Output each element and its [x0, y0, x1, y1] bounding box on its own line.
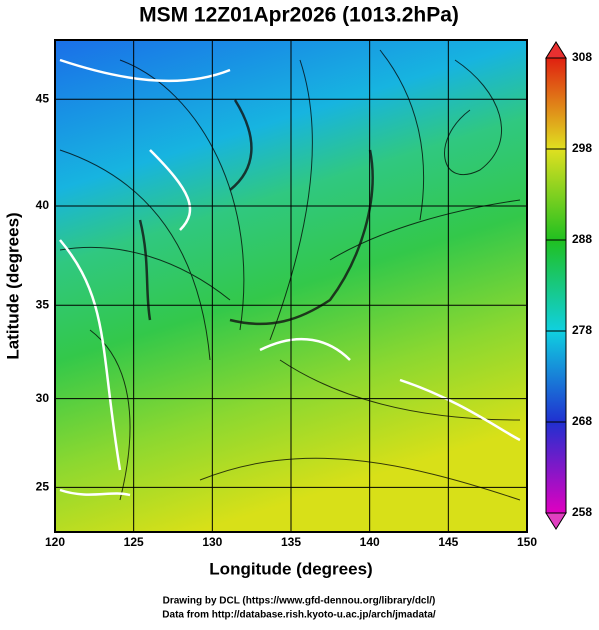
y-tick-label: 45	[36, 91, 50, 105]
x-tick-label: 125	[124, 535, 144, 549]
x-axis-label: Longitude (degrees)	[209, 559, 372, 578]
y-tick-label: 30	[36, 391, 50, 405]
x-tick-label: 145	[438, 535, 458, 549]
x-tick-label: 135	[281, 535, 301, 549]
colorbar	[545, 57, 567, 514]
title: MSM 12Z01Apr2026 (1013.2hPa)	[139, 4, 459, 27]
colorbar-tick-label: 298	[572, 141, 592, 155]
y-tick-label: 35	[36, 297, 50, 311]
colorbar-tick-label: 258	[572, 505, 592, 519]
streamlines	[59, 49, 521, 501]
colorbar-max-arrow	[545, 41, 567, 59]
credit: Drawing by DCL (https://www.gfd-dennou.o…	[163, 596, 436, 607]
x-tick-label: 150	[517, 535, 537, 549]
credit: Data from http://database.rish.kyoto-u.a…	[162, 610, 436, 621]
colorbar-tick-label: 288	[572, 232, 592, 246]
x-tick-label: 130	[202, 535, 222, 549]
x-tick-label: 140	[360, 535, 380, 549]
y-axis-label: Latitude (degrees)	[3, 212, 22, 359]
colorbar-tick-label: 268	[572, 414, 592, 428]
colorbar-min-arrow	[545, 512, 567, 530]
y-tick-label: 25	[36, 479, 50, 493]
colorbar-tick-label: 308	[572, 50, 592, 64]
colorbar-tick-label: 278	[572, 323, 592, 337]
x-tick-label: 120	[45, 535, 65, 549]
y-tick-label: 40	[36, 198, 50, 212]
